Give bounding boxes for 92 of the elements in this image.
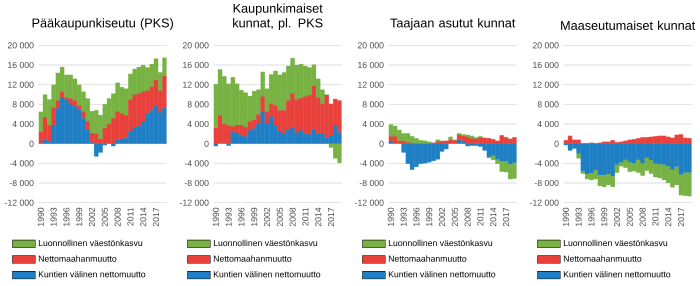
y-tick-label: 0 <box>379 140 384 147</box>
x-tick-label: 1996 <box>413 208 420 226</box>
x-tick-label: 1990 <box>212 208 219 226</box>
chart-title: Pääkaupunkiseutu (PKS) <box>32 18 173 30</box>
x-tick-label: 2005 <box>626 208 633 226</box>
legend-label: Luonnollinen väestönkasvu <box>564 240 668 246</box>
y-tick-label: 4 000 <box>12 120 34 128</box>
legend-label: Nettomaahanmuutto <box>38 255 116 262</box>
y-tick-label: -4 000 <box>10 160 34 166</box>
y-tick-label: 12 000 <box>183 82 209 88</box>
y-tick-label: 20 000 <box>532 42 559 48</box>
y-tick-label: -12 000 <box>180 200 209 206</box>
legend-label: Luonnollinen väestönkasvu <box>388 240 492 246</box>
x-tick-label: 1996 <box>588 208 594 226</box>
y-tick-label: 20 000 <box>182 42 209 48</box>
y-tick-label: 20 000 <box>8 42 34 48</box>
legend-label: Kuntien välinen nettomuutto <box>564 270 670 278</box>
chart-title: Taajaan asutut kunnat <box>390 18 516 30</box>
y-tick-label: -12 000 <box>4 200 34 206</box>
x-tick-label: 1996 <box>63 208 70 226</box>
x-tick-label: 1993 <box>576 208 582 226</box>
x-tick-label: 1999 <box>601 208 608 226</box>
x-tick-label: 2014 <box>490 208 496 226</box>
y-tick-label: -4 000 <box>360 160 384 166</box>
x-tick-label: 2002 <box>614 208 620 226</box>
y-tick-label: -8 000 <box>184 180 209 186</box>
x-tick-label: 1990 <box>562 208 569 226</box>
y-tick-label: 16 000 <box>8 62 34 68</box>
y-tick-label: 0 <box>29 140 34 147</box>
x-tick-label: 2011 <box>477 208 484 226</box>
x-tick-label: 2011 <box>127 208 134 226</box>
y-tick-label: -8 000 <box>10 180 34 186</box>
legend-label: Kuntien välinen nettomuutto <box>388 270 496 278</box>
y-tick-label: 16 000 <box>533 62 559 68</box>
y-tick-label: 16 000 <box>358 62 384 68</box>
x-tick-label: 2014 <box>315 208 322 226</box>
x-tick-label: 2017 <box>152 208 160 226</box>
legend-label: Luonnollinen väestönkasvu <box>38 240 142 246</box>
y-tick-label: 4 000 <box>537 120 559 128</box>
x-tick-label: 2014 <box>140 208 146 226</box>
chart-title: Maaseutumaiset kunnat <box>561 20 696 30</box>
legend-label: Kuntien välinen nettomuutto <box>214 270 320 278</box>
x-tick-label: 1999 <box>251 208 258 226</box>
x-tick-label: 1993 <box>226 208 232 226</box>
x-tick-label: 1990 <box>38 208 44 226</box>
x-tick-label: 1999 <box>76 208 82 226</box>
x-tick-label: 2008 <box>640 208 646 226</box>
y-tick-label: 4 000 <box>362 120 384 128</box>
x-tick-label: 2002 <box>88 208 96 226</box>
y-tick-label: -8 000 <box>360 180 384 186</box>
y-tick-label: -12 000 <box>354 200 384 206</box>
x-tick-label: 2005 <box>452 208 458 226</box>
y-tick-label: 8 000 <box>362 101 384 108</box>
legend-label: Nettomaahanmuutto <box>214 255 292 262</box>
x-tick-label: 2008 <box>114 208 121 226</box>
x-tick-label: 1996 <box>238 208 244 226</box>
y-tick-label: 4 000 <box>187 120 209 128</box>
y-tick-label: 12 000 <box>358 82 384 88</box>
y-tick-label: 16 000 <box>183 62 209 68</box>
x-tick-label: 2011 <box>302 208 308 226</box>
y-tick-label: 8 000 <box>538 101 559 108</box>
x-tick-label: 2014 <box>665 208 672 226</box>
x-tick-label: 1993 <box>400 208 407 226</box>
legend-label: Nettomaahanmuutto <box>564 255 642 262</box>
x-tick-label: 2017 <box>678 208 684 226</box>
y-tick-label: 8 000 <box>188 101 209 108</box>
x-tick-label: 2005 <box>276 208 283 226</box>
y-tick-label: 20 000 <box>358 42 384 48</box>
x-tick-label: 2005 <box>102 208 108 226</box>
y-tick-label: -12 000 <box>530 200 559 206</box>
x-tick-label: 2008 <box>290 208 296 226</box>
y-tick-label: 0 <box>554 140 559 147</box>
x-tick-label: 2002 <box>264 208 270 226</box>
x-tick-label: 1999 <box>426 208 432 226</box>
x-tick-label: 1993 <box>50 208 57 226</box>
y-tick-label: 12 000 <box>533 82 559 88</box>
y-tick-label: -8 000 <box>534 180 559 186</box>
x-tick-label: 2017 <box>328 208 334 226</box>
y-tick-label: 8 000 <box>12 101 34 108</box>
x-tick-label: 2008 <box>464 208 471 226</box>
legend-label: Kuntien välinen nettomuutto <box>38 270 146 278</box>
x-tick-label: 2017 <box>502 208 510 226</box>
y-tick-label: -4 000 <box>184 160 209 166</box>
y-tick-label: 0 <box>204 140 209 147</box>
x-tick-label: 1990 <box>388 208 394 226</box>
legend-label: Nettomaahanmuutto <box>388 255 466 262</box>
y-tick-label: 12 000 <box>8 82 34 88</box>
chart-title: Kaupunkimaiset kunnat, pl. PKS <box>233 3 323 30</box>
legend-label: Luonnollinen väestönkasvu <box>214 240 318 246</box>
x-tick-label: 2011 <box>652 208 658 226</box>
y-tick-label: -4 000 <box>534 160 559 166</box>
x-tick-label: 2002 <box>438 208 446 226</box>
